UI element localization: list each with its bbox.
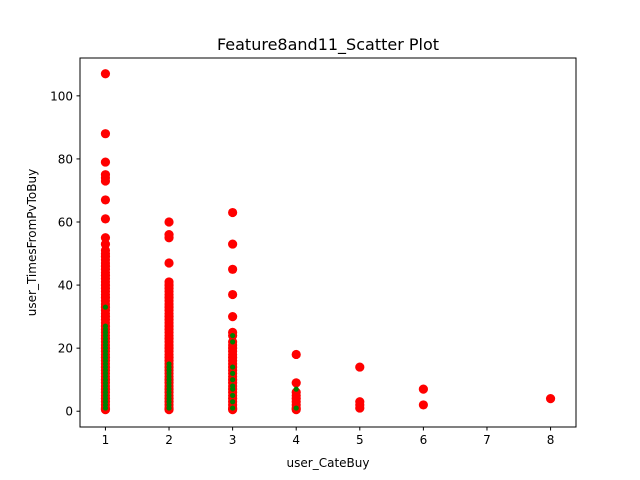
data-point [228,289,238,300]
data-point [418,384,428,394]
data-point [230,377,236,383]
data-point [100,245,111,255]
y-tick-label: 0 [65,405,73,419]
x-tick-label: 3 [229,433,237,447]
y-tick-label: 100 [50,89,73,103]
x-tick-label: 2 [165,433,173,447]
axes-frame [79,57,577,428]
data-point [100,214,111,224]
data-point [293,386,299,392]
y-axis-label: user_TimesFromPvToBuy [25,169,39,316]
data-point [228,239,238,249]
y-tick-label: 20 [58,342,73,356]
data-point [355,397,365,407]
data-point [230,399,236,405]
data-point [164,217,174,227]
x-axis-label: user_CateBuy [287,456,370,470]
data-point [100,233,111,243]
x-tick-label: 1 [102,433,110,447]
data-point [102,323,109,329]
data-point [230,370,236,376]
data-points [100,69,556,415]
y-axis-ticks: 0 20 40 60 80 100 [50,89,80,419]
data-point [100,195,111,205]
data-point [228,312,238,322]
data-point [164,277,174,287]
data-point [100,157,111,167]
data-point [230,383,236,389]
data-point [291,378,301,388]
chart-title: Feature8and11_Scatter Plot [217,35,439,55]
data-point [230,332,236,339]
data-point [100,129,111,139]
data-point [418,400,428,410]
x-tick-label: 4 [292,433,300,447]
plot-area [80,58,576,427]
x-axis-ticks: 1 2 3 4 5 6 7 8 [102,427,555,447]
x-tick-label: 6 [420,433,428,447]
y-tick-label: 80 [58,152,73,166]
data-point [230,392,236,399]
x-tick-label: 5 [356,433,364,447]
data-point [100,170,111,180]
x-tick-label: 8 [547,433,555,447]
data-point [100,239,111,249]
data-point [166,361,172,367]
x-tick-label: 7 [483,433,491,447]
data-point [102,304,109,310]
data-point [230,364,236,370]
data-point [164,258,174,268]
data-point [291,349,301,360]
data-point [545,394,556,404]
data-point [100,69,111,79]
data-point [228,207,238,218]
data-point [293,405,299,411]
y-tick-label: 60 [58,216,73,230]
data-point [230,405,236,411]
data-point [228,264,238,274]
data-point [355,362,365,372]
y-tick-label: 40 [58,279,73,293]
data-point [230,339,236,345]
data-point [164,230,174,240]
